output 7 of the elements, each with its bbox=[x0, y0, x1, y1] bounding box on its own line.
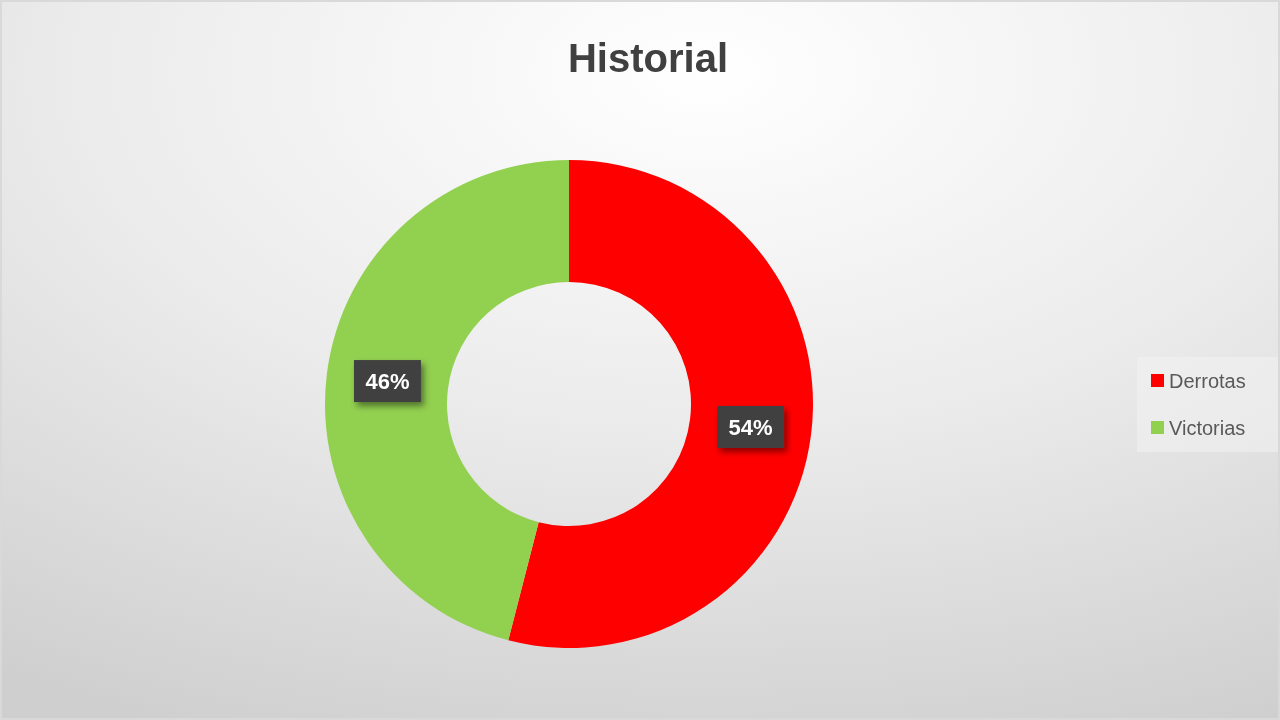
legend-label: Derrotas bbox=[1169, 370, 1246, 392]
data-label: 54% bbox=[728, 414, 773, 440]
donut-slice bbox=[508, 160, 813, 648]
data-label: 46% bbox=[365, 369, 410, 395]
chart-title: Historial bbox=[567, 36, 729, 80]
legend-label: Victorias bbox=[1169, 417, 1246, 439]
donut-slice bbox=[325, 160, 569, 641]
